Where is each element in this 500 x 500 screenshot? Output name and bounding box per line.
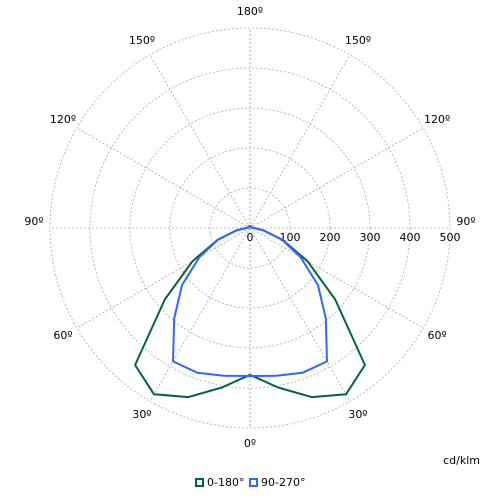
grid-spoke [76, 127, 251, 229]
grid-circle [49, 27, 451, 429]
angle-label: 60º [53, 329, 72, 342]
r-tick-label: 500 [440, 231, 461, 244]
r-tick-label: 300 [360, 231, 381, 244]
legend-swatch [249, 478, 258, 487]
legend-label: 90-270° [261, 476, 305, 489]
angle-label: 90º [24, 215, 43, 228]
r-tick-label: 200 [320, 231, 341, 244]
grid-spoke [249, 127, 424, 229]
series-line [249, 225, 328, 377]
r-tick-label: 400 [400, 231, 421, 244]
series-line [172, 225, 251, 377]
grid-spoke [149, 227, 251, 402]
angle-label: 120º [424, 113, 450, 126]
grid-spoke [249, 227, 424, 329]
angle-label: 150º [345, 34, 371, 47]
r-tick-label: 0 [247, 231, 254, 244]
grid-spoke [249, 227, 351, 402]
grid-spoke [76, 227, 251, 329]
angle-label: 30º [348, 408, 367, 421]
legend-swatch [195, 478, 204, 487]
angle-label: 150º [129, 34, 155, 47]
grid-spoke [249, 54, 351, 229]
angle-label: 60º [427, 329, 446, 342]
legend-label: 0-180° [207, 476, 244, 489]
angle-label: 30º [132, 408, 151, 421]
r-tick-label: 100 [280, 231, 301, 244]
angle-label: 120º [50, 113, 76, 126]
angle-label: 90º [456, 215, 475, 228]
angle-label: 0º [244, 437, 256, 450]
angle-label: 180º [237, 5, 263, 18]
unit-label: cd/klm [443, 454, 480, 467]
grid-spoke [149, 54, 251, 229]
